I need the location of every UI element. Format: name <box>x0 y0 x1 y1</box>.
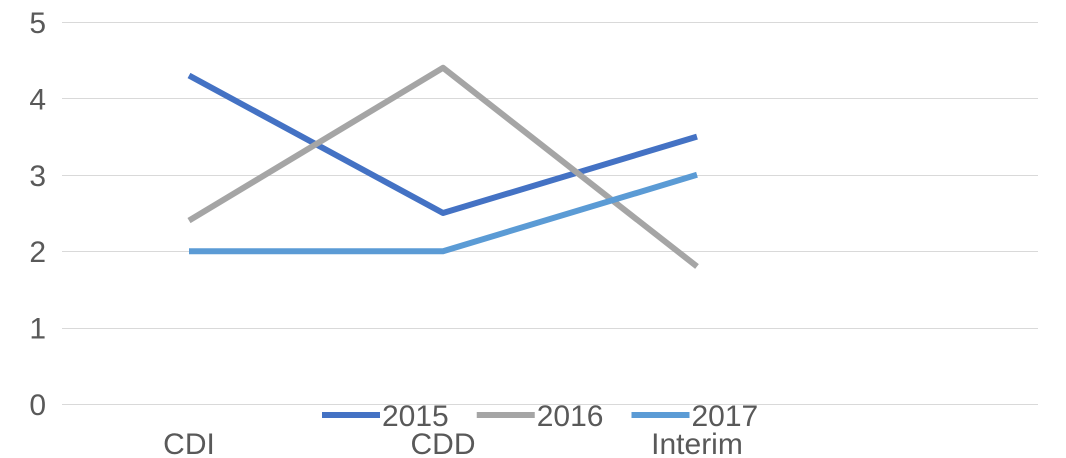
legend-label: 2016 <box>537 400 604 433</box>
x-axis-tick-labels: CDI CDD Interim <box>163 428 743 458</box>
x-tick-label: CDI <box>163 428 215 458</box>
legend-item-2016: 2016 <box>476 400 604 433</box>
series-lines <box>187 64 699 269</box>
y-axis-tick-labels: 0 1 2 3 4 5 <box>29 7 46 422</box>
x-tick-label: CDD <box>411 428 476 458</box>
y-tick-label: 3 <box>29 160 46 193</box>
series-line-2017 <box>189 171 698 255</box>
y-tick-label: 1 <box>29 313 46 346</box>
y-tick-label: 0 <box>29 389 46 422</box>
legend-item-2017: 2017 <box>631 400 759 433</box>
series-line-2016 <box>187 64 699 269</box>
legend: 2015 2016 2017 <box>322 400 758 433</box>
legend-item-2015: 2015 <box>322 400 449 433</box>
series-line-2015 <box>187 72 698 216</box>
x-tick-label: Interim <box>651 428 743 458</box>
legend-label: 2015 <box>382 400 449 433</box>
legend-label: 2017 <box>692 400 759 433</box>
gridlines <box>62 22 1038 405</box>
y-tick-label: 2 <box>29 236 46 269</box>
y-tick-label: 5 <box>29 7 46 40</box>
y-tick-label: 4 <box>29 83 46 116</box>
